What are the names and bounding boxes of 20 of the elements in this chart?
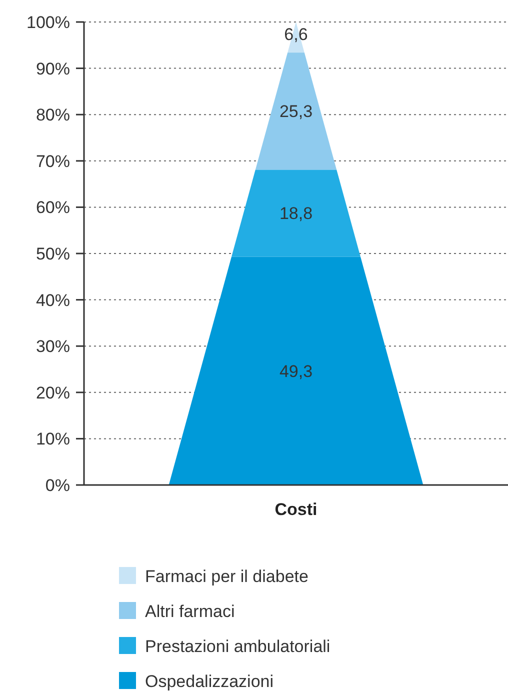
- y-tick-label: 100%: [26, 13, 70, 32]
- legend-label: Ospedalizzazioni: [145, 672, 274, 691]
- y-tick-label: 0%: [45, 476, 70, 495]
- legend-label: Altri farmaci: [145, 602, 235, 621]
- legend-label: Prestazioni ambulatoriali: [145, 637, 330, 656]
- y-tick-label: 20%: [36, 383, 70, 402]
- x-tick-label: Costi: [274, 500, 318, 519]
- y-tick-label: 50%: [36, 244, 70, 264]
- y-tick-label: 30%: [36, 337, 70, 356]
- data-label: 6,6: [284, 25, 308, 44]
- legend-label: Farmaci per il diabete: [145, 567, 308, 586]
- y-tick-label: 60%: [36, 198, 70, 218]
- data-label: 18,8: [279, 204, 313, 224]
- y-tick-label: 40%: [36, 290, 70, 310]
- y-tick-label: 90%: [36, 59, 70, 78]
- y-tick-label: 10%: [36, 430, 70, 449]
- data-label: 25,3: [279, 102, 313, 122]
- data-label: 49,3: [279, 362, 313, 381]
- y-tick-label: 70%: [36, 152, 70, 171]
- y-tick-label: 80%: [36, 106, 70, 125]
